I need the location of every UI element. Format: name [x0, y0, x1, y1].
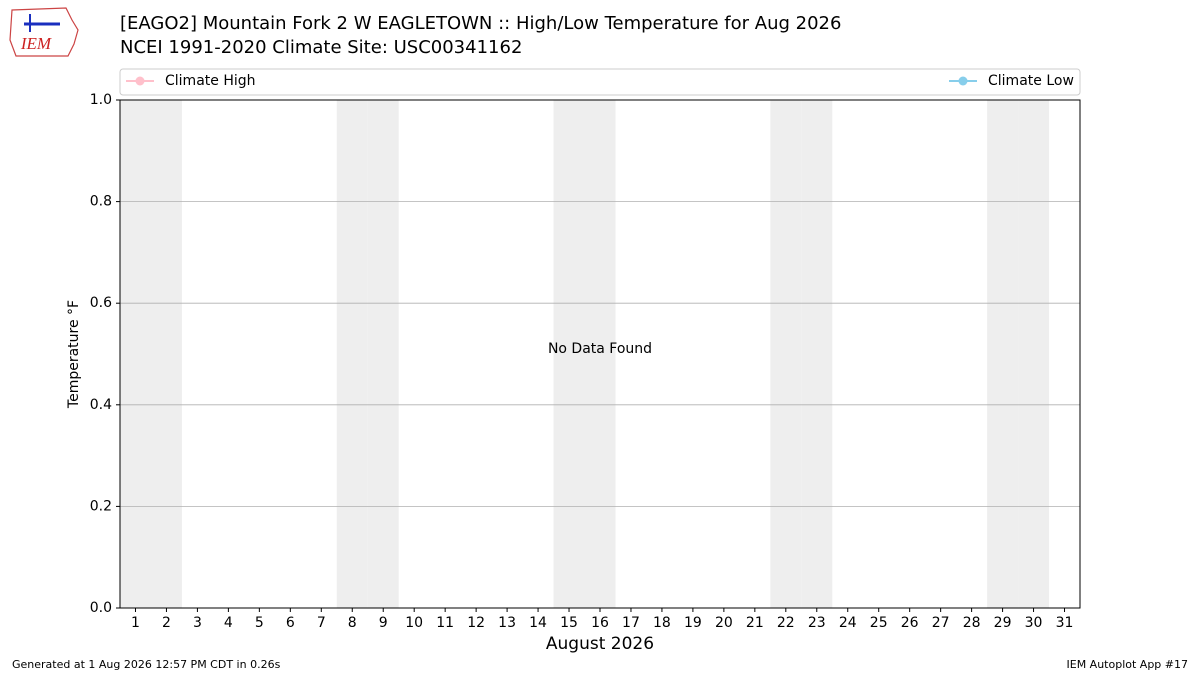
weekend-shade	[584, 100, 616, 608]
x-tick-label: 12	[467, 615, 485, 631]
y-axis-label: Temperature °F	[66, 300, 82, 409]
weekend-shade	[367, 100, 399, 608]
x-tick-label: 20	[715, 615, 733, 631]
x-tick-label: 15	[560, 615, 578, 631]
x-tick-label: 17	[622, 615, 640, 631]
x-tick-label: 14	[529, 615, 547, 631]
x-tick-label: 5	[255, 615, 264, 631]
x-tick-label: 23	[808, 615, 826, 631]
x-tick-label: 27	[932, 615, 950, 631]
weekend-shade	[770, 100, 802, 608]
logo-text: IEM	[20, 34, 52, 53]
x-tick-label: 1	[131, 615, 140, 631]
x-axis-label: August 2026	[546, 634, 654, 654]
legend-box	[119, 68, 1081, 96]
x-tick-label: 16	[591, 615, 609, 631]
x-tick-label: 29	[994, 615, 1012, 631]
y-tick-label: 0.8	[90, 194, 112, 210]
legend-marker	[135, 76, 145, 86]
x-tick-label: 31	[1056, 615, 1074, 631]
x-tick-label: 28	[963, 615, 981, 631]
weekend-shade	[553, 100, 585, 608]
x-tick-label: 3	[193, 615, 202, 631]
logo: IEM	[9, 7, 79, 57]
x-tick-label: 30	[1025, 615, 1043, 631]
y-tick-label: 0.4	[90, 397, 112, 413]
x-tick-label: 2	[162, 615, 171, 631]
x-tick-label: 21	[746, 615, 764, 631]
weekend-shade	[120, 100, 151, 608]
x-tick-label: 11	[436, 615, 454, 631]
logo-outline	[9, 7, 79, 57]
x-tick-label: 4	[224, 615, 233, 631]
y-tick-label: 0.6	[90, 295, 112, 311]
x-tick-label: 22	[777, 615, 795, 631]
x-tick-label: 9	[379, 615, 388, 631]
x-tick-label: 7	[317, 615, 326, 631]
x-tick-label: 24	[839, 615, 857, 631]
x-tick-label: 26	[901, 615, 919, 631]
footer-left: Generated at 1 Aug 2026 12:57 PM CDT in …	[12, 658, 281, 671]
x-tick-label: 18	[653, 615, 671, 631]
weekend-shade	[336, 100, 368, 608]
y-tick-label: 1.0	[90, 92, 112, 108]
x-tick-label: 13	[498, 615, 516, 631]
weekend-shade	[801, 100, 833, 608]
annotation: No Data Found	[548, 341, 652, 357]
x-tick-label: 10	[405, 615, 423, 631]
legend-marker	[958, 76, 968, 86]
footer-right: IEM Autoplot App #17	[1067, 658, 1189, 671]
x-tick-label: 8	[348, 615, 357, 631]
legend-label: Climate Low	[988, 73, 1074, 89]
chart-subtitle: NCEI 1991-2020 Climate Site: USC00341162	[120, 37, 522, 58]
weekend-shade	[1018, 100, 1050, 608]
x-tick-label: 25	[870, 615, 888, 631]
x-tick-label: 19	[684, 615, 702, 631]
weekend-shade	[150, 100, 182, 608]
x-tick-label: 6	[286, 615, 295, 631]
plot-frame	[119, 99, 1081, 609]
y-tick-label: 0.0	[90, 600, 112, 616]
chart-title: [EAGO2] Mountain Fork 2 W EAGLETOWN :: H…	[120, 13, 841, 34]
weekend-shade	[987, 100, 1019, 608]
legend-label: Climate High	[165, 73, 256, 89]
y-tick-label: 0.2	[90, 498, 112, 514]
